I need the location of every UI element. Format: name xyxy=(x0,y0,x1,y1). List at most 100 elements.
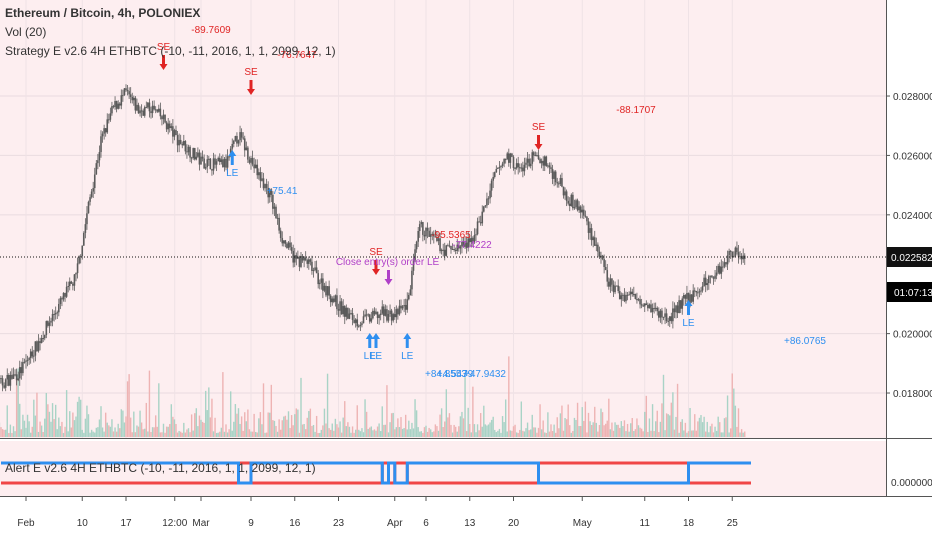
candle-body xyxy=(561,178,563,187)
candle-body xyxy=(617,286,619,292)
volume-bar xyxy=(535,427,536,437)
signal-type-label: LE xyxy=(370,351,383,362)
volume-bar xyxy=(217,433,218,437)
volume-bar xyxy=(52,403,53,437)
volume-bar xyxy=(353,433,354,437)
volume-bar xyxy=(744,431,745,437)
time-tick-label: 12:00 xyxy=(162,518,187,529)
time-tick-label: May xyxy=(573,518,592,529)
candle-body xyxy=(374,311,376,315)
candle-body xyxy=(655,308,657,309)
volume-bar xyxy=(96,428,97,437)
volume-bar xyxy=(533,427,534,437)
candle-body xyxy=(205,167,207,169)
volume-bar xyxy=(489,422,490,437)
signal-type-label: LE xyxy=(401,351,414,362)
candle-body xyxy=(283,240,285,243)
volume-bar xyxy=(310,409,311,437)
volume-bar xyxy=(413,428,414,437)
volume-bar xyxy=(686,433,687,437)
volume-bar xyxy=(242,431,243,437)
volume-bar xyxy=(499,429,500,437)
volume-bar xyxy=(617,425,618,437)
volume-bar xyxy=(252,432,253,437)
volume-bar xyxy=(402,429,403,437)
volume-bar xyxy=(511,431,512,437)
volume-bar xyxy=(567,405,568,437)
volume-bar xyxy=(178,431,179,437)
volume-bar xyxy=(671,403,672,437)
candle-body xyxy=(610,278,612,286)
volume-bar xyxy=(53,419,54,437)
volume-bar xyxy=(550,424,551,437)
candle-body xyxy=(525,163,527,165)
volume-bar xyxy=(589,421,590,437)
candle-body xyxy=(372,311,374,318)
candle-body xyxy=(144,107,146,116)
candle-body xyxy=(377,312,379,318)
volume-bar xyxy=(216,433,217,437)
candle-body xyxy=(367,314,369,315)
candle-body xyxy=(28,358,30,360)
candle-body xyxy=(92,188,94,191)
candle-body xyxy=(47,321,49,326)
candle-body xyxy=(42,338,44,339)
volume-bar xyxy=(432,432,433,437)
candle-body xyxy=(546,156,548,166)
candle-body xyxy=(333,299,335,302)
time-tick-label: 25 xyxy=(727,518,739,529)
volume-bar xyxy=(377,427,378,437)
volume-bar xyxy=(313,425,314,437)
candle-body xyxy=(371,318,373,321)
volume-bar xyxy=(163,424,164,437)
volume-bar xyxy=(267,412,268,437)
volume-bar xyxy=(578,426,579,437)
volume-bar xyxy=(232,431,233,437)
volume-bar xyxy=(100,406,101,437)
volume-bar xyxy=(641,429,642,437)
candle-body xyxy=(705,278,707,285)
candle-body xyxy=(13,374,15,379)
volume-bar xyxy=(703,417,704,437)
candle-body xyxy=(305,257,307,260)
candle-body xyxy=(560,178,562,184)
volume-bar xyxy=(63,433,64,437)
volume-bar xyxy=(99,419,100,437)
volume-bar xyxy=(319,433,320,437)
signal-type-label: LE xyxy=(682,318,695,329)
candle-body xyxy=(710,276,712,277)
candle-body xyxy=(403,305,405,306)
candle-body xyxy=(577,200,579,210)
volume-bar xyxy=(327,374,328,437)
candle-body xyxy=(572,195,574,208)
volume-bar xyxy=(477,424,478,437)
volume-bar xyxy=(688,431,689,437)
candle-body xyxy=(594,237,596,246)
signal-type-label: SE xyxy=(532,122,546,133)
volume-bar xyxy=(467,408,468,437)
candle-body xyxy=(630,292,632,295)
price-axis[interactable]: 0.028000000.026000000.024000000.02000000… xyxy=(886,92,932,400)
volume-bar xyxy=(421,431,422,437)
candle-body xyxy=(683,295,685,298)
volume-bar xyxy=(264,433,265,437)
volume-bar xyxy=(636,418,637,437)
indicator-legend[interactable]: Alert E v2.6 4H ETHBTC (-10, -11, 2016, … xyxy=(5,461,316,475)
volume-bar xyxy=(285,416,286,437)
candle-body xyxy=(677,305,679,313)
volume-bar xyxy=(428,428,429,437)
candle-body xyxy=(325,286,327,296)
strategy-legend[interactable]: Strategy E v2.6 4H ETHBTC (-10, -11, 201… xyxy=(5,44,336,58)
candle-body xyxy=(497,168,499,169)
volume-bar xyxy=(119,428,120,437)
candle-body xyxy=(8,375,10,386)
candle-body xyxy=(503,159,505,164)
candle-body xyxy=(661,311,663,318)
volume-bar xyxy=(649,418,650,437)
volume-bar xyxy=(724,418,725,437)
candle-body xyxy=(678,300,680,313)
volume-bar xyxy=(361,428,362,437)
